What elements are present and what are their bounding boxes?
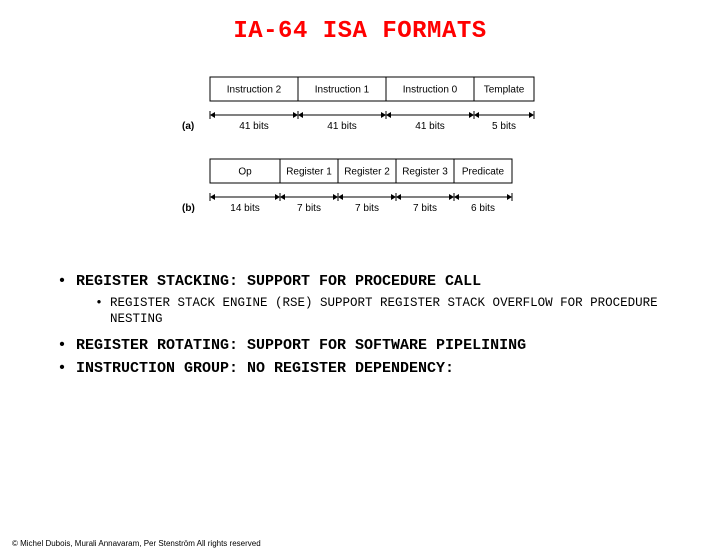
- svg-text:Instruction 0: Instruction 0: [403, 85, 458, 96]
- bullet-text: REGISTER ROTATING: SUPPORT FOR SOFTWARE …: [76, 337, 526, 354]
- bullet-list: •REGISTER STACKING: SUPPORT FOR PROCEDUR…: [48, 273, 680, 377]
- bullet-level-2: •REGISTER STACK ENGINE (RSE) SUPPORT REG…: [88, 296, 680, 327]
- svg-text:Instruction 1: Instruction 1: [315, 85, 370, 96]
- svg-text:Template: Template: [484, 85, 525, 96]
- svg-text:Predicate: Predicate: [462, 167, 505, 178]
- svg-text:41 bits: 41 bits: [415, 121, 444, 132]
- copyright-footer: © Michel Dubois, Murali Annavaram, Per S…: [12, 539, 261, 548]
- svg-text:(a): (a): [182, 121, 194, 132]
- svg-text:Register 3: Register 3: [402, 167, 448, 178]
- bullet-marker: •: [48, 337, 76, 354]
- svg-text:7 bits: 7 bits: [355, 203, 379, 214]
- svg-text:41 bits: 41 bits: [239, 121, 268, 132]
- bullet-marker: •: [48, 360, 76, 377]
- bullet-text: REGISTER STACK ENGINE (RSE) SUPPORT REGI…: [110, 296, 680, 327]
- svg-text:7 bits: 7 bits: [297, 203, 321, 214]
- svg-text:Op: Op: [238, 167, 252, 178]
- bullet-level-1: •REGISTER STACKING: SUPPORT FOR PROCEDUR…: [48, 273, 680, 290]
- svg-text:Register 2: Register 2: [344, 167, 390, 178]
- svg-text:6 bits: 6 bits: [471, 203, 495, 214]
- svg-text:(b): (b): [182, 203, 195, 214]
- svg-text:41 bits: 41 bits: [327, 121, 356, 132]
- bullet-marker: •: [48, 273, 76, 290]
- bullet-text: INSTRUCTION GROUP: NO REGISTER DEPENDENC…: [76, 360, 454, 377]
- bullet-level-1: •REGISTER ROTATING: SUPPORT FOR SOFTWARE…: [48, 337, 680, 354]
- svg-text:14 bits: 14 bits: [230, 203, 259, 214]
- isa-diagram: Instruction 2 Instruction 1 Instruction 0 T…: [160, 73, 560, 233]
- bullet-marker: •: [88, 296, 110, 327]
- page-title: IA-64 ISA FORMATS: [0, 18, 720, 45]
- svg-text:Register 1: Register 1: [286, 167, 332, 178]
- svg-text:5 bits: 5 bits: [492, 121, 516, 132]
- svg-text:7 bits: 7 bits: [413, 203, 437, 214]
- bullet-level-1: •INSTRUCTION GROUP: NO REGISTER DEPENDEN…: [48, 360, 680, 377]
- svg-text:Instruction 2: Instruction 2: [227, 85, 282, 96]
- bullet-text: REGISTER STACKING: SUPPORT FOR PROCEDURE…: [76, 273, 481, 290]
